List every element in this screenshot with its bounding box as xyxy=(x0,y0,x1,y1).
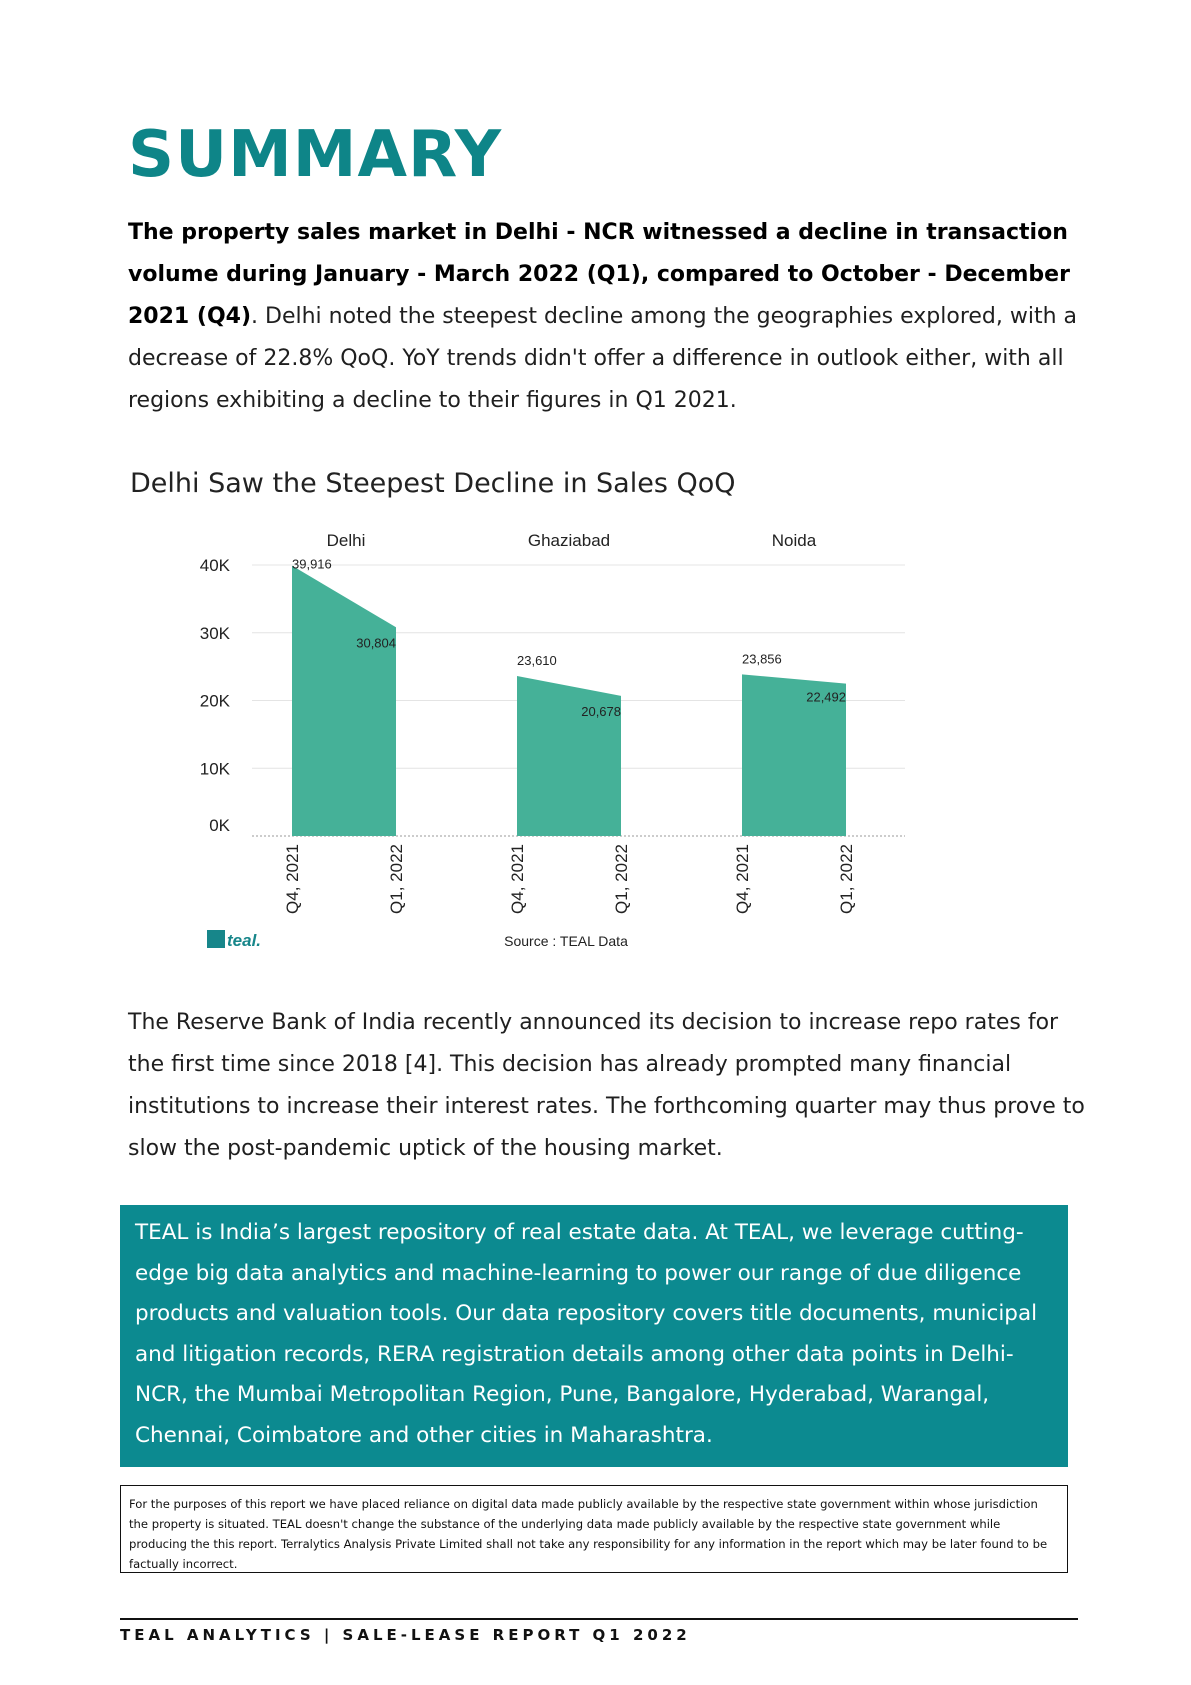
sales-area-chart: 0K 10K 20K 30K 40K Delhi 39,916 30,804 Q4, 2021 Q… xyxy=(200,531,905,950)
y-tick-label: 40K xyxy=(200,556,231,575)
chart-source: Source : TEAL Data xyxy=(504,933,628,949)
area-delhi xyxy=(292,565,396,836)
page-title: SUMMARY xyxy=(128,118,503,192)
x-tick-label: Q4, 2021 xyxy=(733,844,752,914)
intro-paragraph: The property sales market in Delhi - NCR… xyxy=(128,212,1088,422)
intro-bold-text: The property sales market in Delhi - NCR… xyxy=(128,220,1070,329)
teal-logo-icon xyxy=(207,930,225,948)
panel-label: Ghaziabad xyxy=(528,531,610,550)
intro-text: Delhi noted the steepest decline among t… xyxy=(128,304,1078,413)
data-label: 39,916 xyxy=(292,557,332,572)
y-tick-label: 20K xyxy=(200,692,231,711)
repo-rate-paragraph: The Reserve Bank of India recently annou… xyxy=(128,1010,1085,1161)
intro-period: . xyxy=(251,304,259,329)
x-tick-label: Q1, 2022 xyxy=(387,844,406,914)
y-tick-label: 30K xyxy=(200,624,231,643)
data-label: 23,856 xyxy=(742,651,782,666)
teal-logo-text: teal. xyxy=(227,931,261,950)
chart-title: Delhi Saw the Steepest Decline in Sales … xyxy=(130,468,736,499)
x-tick-label: Q4, 2021 xyxy=(283,844,302,914)
disclaimer-box: For the purposes of this report we have … xyxy=(120,1485,1068,1573)
panel-label: Noida xyxy=(772,531,817,550)
y-tick-label: 10K xyxy=(200,759,231,778)
area-ghaziabad xyxy=(517,676,621,836)
footer-divider xyxy=(120,1618,1078,1620)
x-tick-label: Q1, 2022 xyxy=(837,844,856,914)
data-label: 23,610 xyxy=(517,653,557,668)
about-teal-box: TEAL is India’s largest repository of re… xyxy=(120,1205,1068,1467)
x-tick-label: Q4, 2021 xyxy=(508,844,527,914)
y-tick-label: 0K xyxy=(209,816,230,835)
panel-label: Delhi xyxy=(327,531,366,550)
area-noida xyxy=(742,674,846,836)
data-label: 20,678 xyxy=(581,704,621,719)
data-label: 22,492 xyxy=(806,690,846,705)
footer-text: TEAL ANALYTICS | SALE-LEASE REPORT Q1 20… xyxy=(120,1626,691,1644)
data-label: 30,804 xyxy=(356,635,396,650)
x-tick-label: Q1, 2022 xyxy=(612,844,631,914)
